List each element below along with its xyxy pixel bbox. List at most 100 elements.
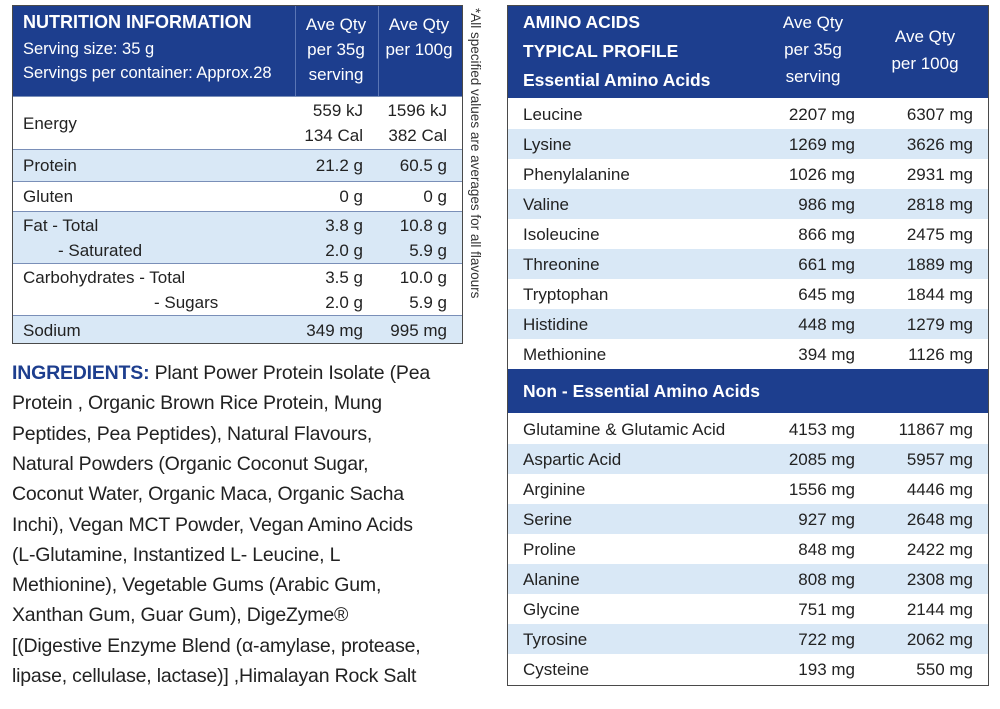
per-100g: 995 mg bbox=[390, 316, 447, 343]
amino-row: Phenylalanine 1026 mg 2931 mg bbox=[508, 159, 988, 189]
per-35g: 661 mg bbox=[798, 254, 855, 274]
amino-name: Alanine bbox=[523, 569, 580, 589]
per-100g: 4446 mg bbox=[906, 479, 973, 499]
amino-row: Serine 927 mg 2648 mg bbox=[508, 504, 988, 534]
per-100g: 60.5 g bbox=[400, 150, 447, 181]
non-essential-header: Non - Essential Amino Acids bbox=[508, 369, 988, 413]
amino-name: Aspartic Acid bbox=[523, 449, 622, 469]
column-header: per 35g bbox=[784, 40, 842, 59]
ingredients-text: lipase, cellulase, lactase)] ,Himalayan … bbox=[12, 665, 417, 687]
ingredient-line: Methionine), Vegetable Gums (Arabic Gum, bbox=[12, 574, 381, 597]
per-100g: 2931 mg bbox=[906, 164, 973, 184]
amino-row: Lysine 1269 mg 3626 mg bbox=[508, 129, 988, 159]
value: 1596 kJ bbox=[387, 101, 447, 120]
nutrient-label: Fat - Total - Saturated bbox=[23, 212, 142, 263]
per-35g: 448 mg bbox=[798, 314, 855, 334]
amino-name: Phenylalanine bbox=[523, 164, 630, 184]
amino-row: Alanine 808 mg 2308 mg bbox=[508, 564, 988, 594]
nutrition-row: Fat - Total - Saturated 3.8 g 2.0 g 10.8 g 5.… bbox=[13, 211, 462, 263]
per-100g: 1126 mg bbox=[908, 344, 973, 364]
ingredients-label: INGREDIENTS: bbox=[12, 362, 150, 384]
nutrient-label: Gluten bbox=[23, 182, 73, 211]
per-100g: 10.8 g 5.9 g bbox=[400, 212, 447, 263]
amino-row: Isoleucine 866 mg 2475 mg bbox=[508, 219, 988, 249]
value: 2.0 g bbox=[325, 292, 363, 312]
per-100g: 2308 mg bbox=[906, 569, 973, 589]
per-100g: 550 mg bbox=[916, 659, 973, 679]
per-35g: 751 mg bbox=[798, 599, 855, 619]
non-essential-title: Non - Essential Amino Acids bbox=[523, 380, 760, 401]
label-line: Protein bbox=[23, 156, 77, 175]
amino-row: Glycine 751 mg 2144 mg bbox=[508, 594, 988, 624]
ingredient-line: Protein , Organic Brown Rice Protein, Mu… bbox=[12, 392, 382, 415]
per-35g: 1556 mg bbox=[788, 479, 855, 499]
per-100g: 1844 mg bbox=[906, 284, 973, 304]
per-35g: 848 mg bbox=[798, 539, 855, 559]
amino-row: Glutamine & Glutamic Acid 4153 mg 11867 mg bbox=[508, 414, 988, 444]
label-line: Sodium bbox=[23, 320, 81, 340]
amino-title: Essential Amino Acids bbox=[523, 70, 711, 90]
per-35g: 394 mg bbox=[798, 344, 855, 364]
value: 559 kJ bbox=[312, 101, 363, 120]
per-35g: 866 mg bbox=[798, 224, 855, 244]
value: 0 g bbox=[339, 187, 363, 206]
per-35g: 927 mg bbox=[798, 509, 855, 529]
label-line: - Sugars bbox=[154, 292, 219, 312]
amino-row: Tryptophan 645 mg 1844 mg bbox=[508, 279, 988, 309]
label-line: Energy bbox=[23, 113, 77, 133]
value: 995 mg bbox=[390, 320, 447, 340]
ingredients-text: Inchi), Vegan MCT Powder, Vegan Amino Ac… bbox=[12, 513, 413, 536]
ingredient-line: lipase, cellulase, lactase)] ,Himalayan … bbox=[12, 665, 416, 688]
ingredients-text: Protein , Organic Brown Rice Protein, Mu… bbox=[12, 392, 382, 415]
servings-per-container: Servings per container: Approx.28 bbox=[23, 64, 272, 82]
value: 134 Cal bbox=[304, 126, 363, 145]
value: 10.0 g bbox=[399, 267, 447, 287]
column-header: per 100g bbox=[891, 54, 959, 73]
per-100g: 6307 mg bbox=[906, 104, 973, 124]
column-header: Ave Qty bbox=[305, 15, 367, 34]
amino-row: Tyrosine 722 mg 2062 mg bbox=[508, 624, 988, 654]
ingredients-text: [(Digestive Enzyme Blend (α-amylase, pro… bbox=[12, 634, 421, 657]
amino-name: Leucine bbox=[523, 104, 583, 124]
per-35g: 1026 mg bbox=[788, 164, 855, 184]
nutrient-label: Sodium bbox=[23, 316, 81, 343]
serving-size: Serving size: 35 g bbox=[23, 40, 155, 58]
per-35g: 1269 mg bbox=[788, 134, 855, 154]
ingredients-text: Xanthan Gum, Guar Gum), DigeZyme® bbox=[12, 604, 349, 627]
column-divider bbox=[378, 6, 379, 96]
value: 5.9 g bbox=[409, 240, 447, 260]
ingredients-text: (L-Glutamine, Instantized L- Leucine, L bbox=[12, 543, 341, 566]
column-header: Ave Qty bbox=[388, 15, 450, 34]
value: 382 Cal bbox=[388, 126, 447, 145]
label-line: Fat - Total bbox=[23, 215, 99, 235]
per-35g: 808 mg bbox=[798, 569, 855, 589]
nutrition-row: Protein 21.2 g 60.5 g bbox=[13, 149, 462, 181]
column-header: per 100g bbox=[385, 40, 453, 59]
per-35g: 193 mg bbox=[798, 659, 855, 679]
nutrition-title: NUTRITION INFORMATION bbox=[23, 12, 252, 32]
amino-row: Threonine 661 mg 1889 mg bbox=[508, 249, 988, 279]
per-35g: 722 mg bbox=[798, 629, 855, 649]
ingredient-line: Inchi), Vegan MCT Powder, Vegan Amino Ac… bbox=[12, 514, 413, 537]
nutrient-label: Protein bbox=[23, 150, 77, 181]
column-divider bbox=[295, 6, 296, 96]
value: 5.9 g bbox=[409, 292, 447, 312]
amino-name: Methionine bbox=[523, 344, 607, 364]
amino-name: Tyrosine bbox=[523, 629, 588, 649]
column-header: per 35g bbox=[307, 40, 365, 59]
amino-row: Histidine 448 mg 1279 mg bbox=[508, 309, 988, 339]
amino-row: Aspartic Acid 2085 mg 5957 mg bbox=[508, 444, 988, 474]
ingredients-text: Coconut Water, Organic Maca, Organic Sac… bbox=[12, 483, 404, 506]
label-line: Carbohydrates - Total bbox=[23, 267, 186, 287]
ingredient-line: Xanthan Gum, Guar Gum), DigeZyme® bbox=[12, 604, 348, 627]
ingredient-line: Coconut Water, Organic Maca, Organic Sac… bbox=[12, 483, 404, 506]
amino-name: Tryptophan bbox=[523, 284, 609, 304]
ingredients-text: Plant Power Protein Isolate (Pea bbox=[154, 362, 431, 384]
per-100g: 2062 mg bbox=[906, 629, 973, 649]
amino-row: Leucine 2207 mg 6307 mg bbox=[508, 99, 988, 129]
amino-title: TYPICAL PROFILE bbox=[523, 41, 679, 61]
per-35g: 3.8 g 2.0 g bbox=[325, 212, 363, 263]
amino-row: Cysteine 193 mg 550 mg bbox=[508, 654, 988, 684]
value: 10.8 g bbox=[399, 215, 447, 235]
